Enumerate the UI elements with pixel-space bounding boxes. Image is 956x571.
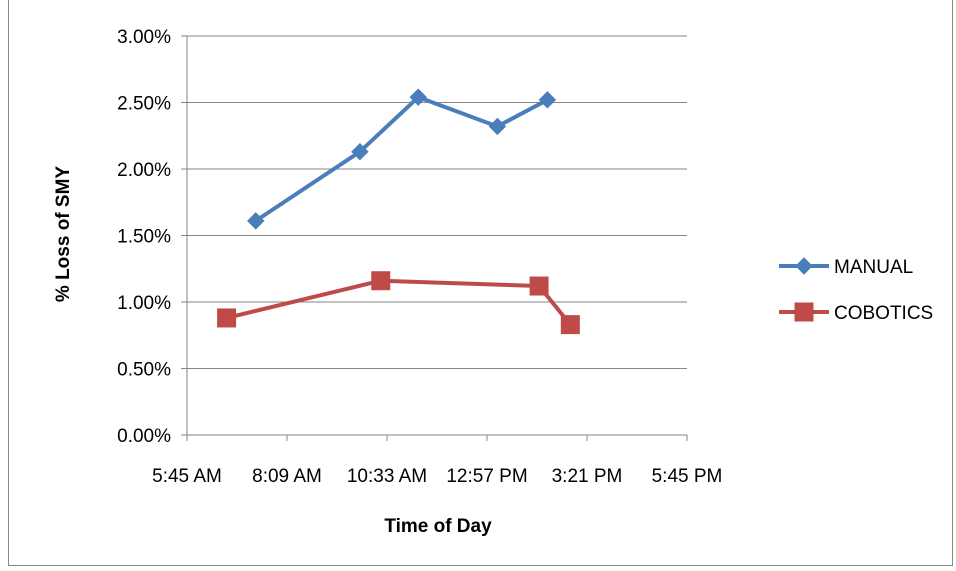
y-tick-label: 0.50% (117, 360, 171, 381)
x-tick-label: 5:45 PM (652, 466, 723, 487)
gridlines (187, 35, 687, 369)
x-tick-label: 12:57 PM (446, 466, 527, 487)
y-tick-label: 3.00% (117, 27, 171, 48)
data-point (488, 117, 507, 136)
data-point (538, 91, 557, 109)
chart-frame: 0.00% 0.50% 1.00% 1.50% 2.00% 2.50% 3.00% 5:45… (8, 0, 953, 566)
data-point (217, 308, 237, 328)
series-manual (247, 88, 557, 230)
data-point (409, 88, 427, 106)
legend: MANUAL COBOTICS (779, 257, 933, 324)
x-tick-label: 8:09 AM (252, 466, 322, 487)
legend-marker (794, 302, 814, 322)
legend-entry: MANUAL (779, 257, 913, 278)
data-point (247, 212, 265, 230)
y-tick-label: 1.00% (117, 293, 171, 314)
legend-entry: COBOTICS (779, 302, 933, 324)
axes (181, 35, 688, 441)
x-axis-title: Time of Day (384, 516, 492, 537)
x-tick-labels: 5:45 AM 8:09 AM 10:33 AM 12:57 PM 3:21 PM 5:4… (152, 466, 722, 487)
x-tick-label: 3:21 PM (552, 466, 623, 487)
legend-marker (795, 257, 813, 275)
legend-label: MANUAL (834, 257, 913, 278)
x-tick-label: 5:45 AM (152, 466, 222, 487)
series-cobotics (217, 271, 580, 335)
y-axis-title: % Loss of SMY (53, 166, 74, 303)
data-point (371, 271, 391, 291)
data-point (560, 315, 580, 335)
data-point (351, 143, 369, 161)
y-tick-label: 2.50% (117, 94, 171, 115)
y-tick-label: 0.00% (117, 426, 171, 447)
x-tick-label: 10:33 AM (347, 466, 427, 487)
y-tick-label: 2.00% (117, 160, 171, 181)
series-group (217, 88, 580, 335)
y-tick-labels: 0.00% 0.50% 1.00% 1.50% 2.00% 2.50% 3.00% (117, 27, 171, 447)
data-point (529, 276, 549, 296)
legend-label: COBOTICS (834, 303, 933, 324)
series-line (226, 278, 572, 326)
y-tick-label: 1.50% (117, 227, 171, 248)
line-chart: 0.00% 0.50% 1.00% 1.50% 2.00% 2.50% 3.00% 5:45… (53, 27, 933, 537)
series-line (254, 95, 549, 223)
